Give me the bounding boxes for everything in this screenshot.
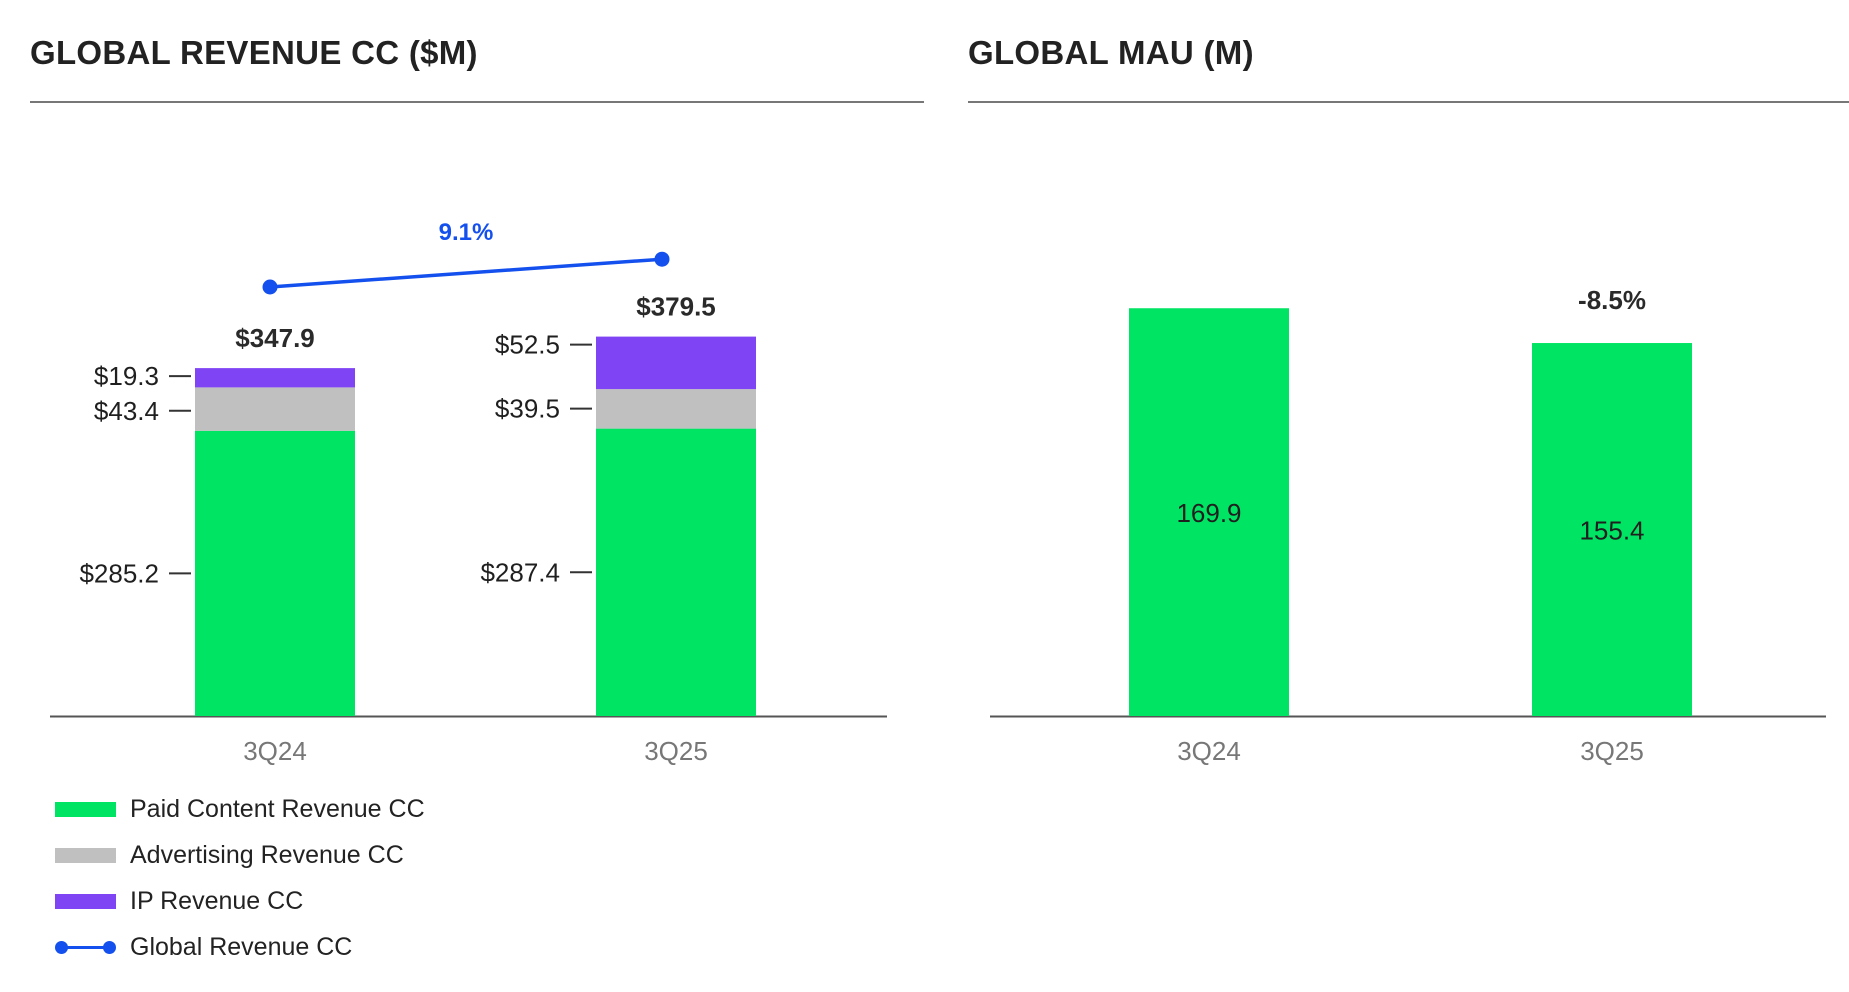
revenue-segment-label: $39.5	[495, 394, 560, 424]
legend-item: Advertising Revenue CC	[55, 832, 425, 878]
mau-title-rule	[968, 101, 1849, 103]
legend-swatch	[55, 847, 116, 863]
legend-item: Paid Content Revenue CC	[55, 786, 425, 832]
revenue-legend: Paid Content Revenue CC Advertising Reven…	[55, 786, 425, 970]
revenue-segment-label: $52.5	[495, 330, 560, 360]
revenue-segment-label: $285.2	[79, 558, 159, 588]
mau-chart: 169.9 3Q24 155.4 3Q25 -8.5%	[990, 285, 1826, 766]
global-revenue-line	[269, 257, 663, 289]
revenue-bar-3q25-segment-0	[596, 428, 756, 716]
revenue-total-label: $379.5	[636, 292, 716, 322]
revenue-bar-3q24-segment-2	[195, 368, 355, 388]
revenue-bar-3q25-segment-2	[596, 336, 756, 390]
legend-swatch	[55, 893, 116, 909]
legend-line-marker	[55, 940, 116, 955]
mau-x-tick-label: 3Q25	[1580, 736, 1644, 766]
revenue-chart: $285.2 $43.4 $19.3 $347.9 3Q24 $287.4 $39.5 $52…	[50, 219, 887, 766]
revenue-title-rule	[30, 101, 924, 103]
revenue-chart-title: GLOBAL REVENUE CC ($M)	[30, 34, 478, 71]
legend-item: IP Revenue CC	[55, 878, 425, 924]
revenue-growth-label: 9.1%	[439, 219, 494, 246]
mau-bar-value-label: 169.9	[1176, 498, 1241, 528]
revenue-segment-label: $19.3	[94, 361, 159, 391]
legend-label: Global Revenue CC	[130, 932, 353, 961]
legend-swatch	[55, 801, 116, 817]
mau-change-label: -8.5%	[1578, 285, 1646, 315]
revenue-bar-3q24-segment-0	[195, 430, 355, 716]
legend-item: Global Revenue CC	[55, 924, 425, 970]
global-revenue-point	[654, 251, 670, 267]
revenue-total-label: $347.9	[235, 323, 315, 353]
mau-bar-3q25	[1532, 343, 1692, 716]
legend-label: IP Revenue CC	[130, 886, 304, 915]
mau-bar-3q24	[1129, 308, 1289, 716]
global-revenue-point	[262, 279, 278, 295]
revenue-x-tick-label: 3Q24	[243, 736, 307, 766]
revenue-segment-label: $43.4	[94, 396, 159, 426]
revenue-bar-3q24-segment-1	[195, 387, 355, 431]
revenue-x-tick-label: 3Q25	[644, 736, 708, 766]
legend-label: Advertising Revenue CC	[130, 840, 404, 869]
mau-x-tick-label: 3Q24	[1177, 736, 1241, 766]
revenue-bar-3q25-segment-1	[596, 389, 756, 429]
legend-label: Paid Content Revenue CC	[130, 794, 425, 823]
mau-chart-title: GLOBAL MAU (M)	[968, 34, 1254, 71]
mau-bar-value-label: 155.4	[1579, 516, 1644, 546]
revenue-segment-label: $287.4	[480, 557, 560, 587]
